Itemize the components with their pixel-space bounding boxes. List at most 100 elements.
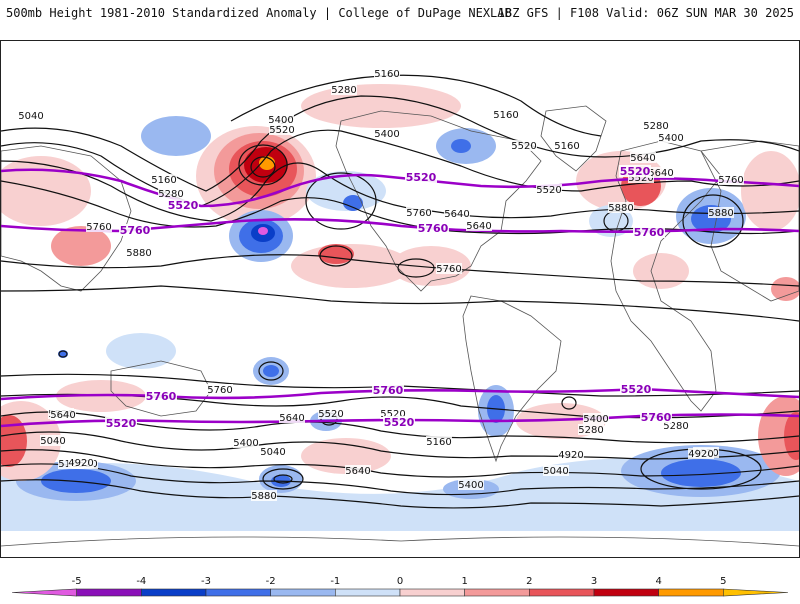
highlight-contour-label: 5520 bbox=[621, 383, 652, 396]
greenland-outline bbox=[540, 105, 607, 172]
contour-closed bbox=[58, 350, 68, 358]
contour-closed bbox=[273, 474, 293, 484]
colorbar-tick-label: 3 bbox=[591, 576, 597, 587]
contour-label-bg bbox=[648, 167, 674, 178]
contour-label-bg bbox=[718, 174, 744, 185]
contour-closed bbox=[250, 156, 276, 178]
colorbar: -5 -4 -3 -2 -1 0 1 2 3 4 5 bbox=[0, 570, 800, 600]
contour-label: 5520 bbox=[536, 185, 561, 196]
contour-label-bg bbox=[543, 465, 569, 476]
contour-label-bg bbox=[279, 412, 305, 423]
contour-label-bg bbox=[68, 457, 94, 468]
highlight-label-bg bbox=[417, 222, 449, 234]
contour-closed bbox=[305, 172, 377, 230]
contour-label-bg bbox=[536, 184, 562, 195]
contour-line bbox=[1, 254, 799, 287]
colorbar-segment bbox=[658, 588, 724, 597]
contour-label: 5520 bbox=[628, 173, 653, 184]
contour-line bbox=[1, 129, 799, 207]
colorbar-segment bbox=[723, 588, 789, 597]
contour-label-bg bbox=[406, 207, 432, 218]
contour-closed bbox=[319, 245, 353, 267]
contour-label-bg bbox=[50, 409, 76, 420]
contour-label-bg bbox=[511, 140, 537, 151]
contour-label-bg bbox=[558, 449, 584, 460]
contour-label: 5160 bbox=[374, 69, 399, 80]
highlight-label-bg bbox=[619, 165, 651, 177]
contour-closed bbox=[682, 194, 744, 248]
positive-anomaly-area bbox=[784, 412, 799, 460]
contour-label: 5280 bbox=[643, 121, 668, 132]
colorbar-tick-label: -1 bbox=[330, 576, 340, 587]
contour-line bbox=[1, 431, 799, 460]
colorbar-segments bbox=[11, 588, 789, 597]
contour-label-bg bbox=[630, 152, 656, 163]
highlight-label-bg bbox=[633, 226, 665, 238]
negative-anomaly-area bbox=[263, 365, 279, 377]
anomaly-shading bbox=[1, 84, 799, 531]
contour-closed bbox=[238, 144, 288, 186]
contour-label: 5280 bbox=[663, 421, 688, 432]
positive-anomaly-area bbox=[633, 253, 689, 289]
contour-label: 5400 bbox=[583, 414, 608, 425]
highlight-contour-label: 5520 bbox=[406, 171, 437, 184]
contour-label-bg bbox=[436, 263, 462, 274]
highlight-label-bg bbox=[383, 416, 415, 428]
antarctica-outline bbox=[1, 536, 799, 547]
colorbar-tick-label: 0 bbox=[397, 576, 403, 587]
positive-anomaly-area bbox=[391, 246, 471, 286]
contour-label-bg bbox=[158, 188, 184, 199]
contour-label: 5040 bbox=[18, 111, 43, 122]
highlight-label-bg bbox=[119, 224, 151, 236]
contour-label-bg bbox=[233, 437, 259, 448]
contour-line bbox=[1, 95, 799, 192]
contour-label: 5880 bbox=[251, 491, 276, 502]
negative-anomaly-area bbox=[258, 227, 268, 235]
contour-label: 5280 bbox=[158, 189, 183, 200]
highlight-label-bg bbox=[372, 384, 404, 396]
contour-label: 5520 bbox=[380, 409, 405, 420]
highlight-contour-label: 5760 bbox=[641, 411, 672, 424]
contour-label-bg bbox=[554, 140, 580, 151]
colorbar-tick-label: -4 bbox=[136, 576, 146, 587]
colorbar-segment bbox=[464, 588, 530, 597]
highlight-contour-label: 5760 bbox=[634, 226, 665, 239]
contour-label-bg bbox=[658, 132, 684, 143]
negative-anomaly-area bbox=[451, 139, 471, 153]
contour-label: 5040 bbox=[543, 466, 568, 477]
contour-label: 5880 bbox=[708, 208, 733, 219]
contour-closed bbox=[262, 468, 304, 490]
highlight-label-bg bbox=[145, 390, 177, 402]
contour-label: 5520 bbox=[511, 141, 536, 152]
contour-line bbox=[1, 479, 799, 509]
contour-label-bg bbox=[269, 124, 295, 135]
colorbar-segment bbox=[529, 588, 595, 597]
colorbar-segment bbox=[141, 588, 207, 597]
europe-africa-outline bbox=[610, 140, 722, 412]
contour-label-bg bbox=[708, 207, 734, 218]
colorbar-tick-label: 1 bbox=[461, 576, 467, 587]
highlight-contour-label: 5520 bbox=[620, 165, 651, 178]
contour-label: 5880 bbox=[126, 248, 151, 259]
contour-label: 4920 bbox=[68, 458, 93, 469]
negative-anomaly-area bbox=[106, 333, 176, 369]
contour-label-bg bbox=[207, 384, 233, 395]
contour-label: 5160 bbox=[151, 175, 176, 186]
contour-label: 5040 bbox=[40, 436, 65, 447]
contour-label: 4920 bbox=[558, 450, 583, 461]
colorbar-tick-labels: -5 -4 -3 -2 -1 0 1 2 3 4 5 bbox=[72, 576, 727, 587]
contour-label: 5640 bbox=[50, 410, 75, 421]
contour-label: 5280 bbox=[331, 85, 356, 96]
contour-label-bg bbox=[318, 408, 344, 419]
contour-closed bbox=[561, 396, 577, 410]
contour-label: 5160 bbox=[493, 110, 518, 121]
map-title: 500mb Height 1981-2010 Standardized Anom… bbox=[6, 6, 512, 20]
contour-line bbox=[1, 160, 799, 222]
colorbar-segment bbox=[593, 588, 659, 597]
colorbar-tick-label: 2 bbox=[526, 576, 532, 587]
contour-label-bg bbox=[86, 221, 112, 232]
colorbar-segment bbox=[270, 588, 336, 597]
anomaly-map[interactable]: 5160 5280 5040 5400 5520 5160 5520 5400 5160 5280… bbox=[0, 40, 800, 558]
